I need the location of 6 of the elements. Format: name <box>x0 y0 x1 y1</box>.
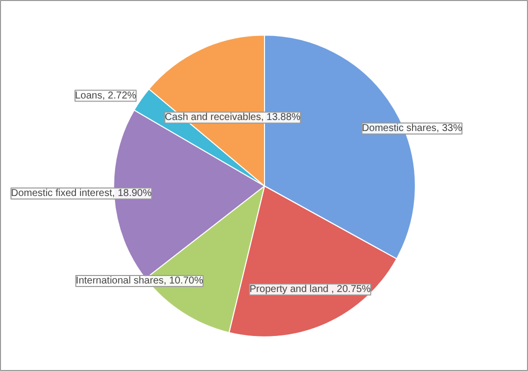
slice-label: Loans, 2.72% <box>74 90 136 102</box>
slice-label: Domestic shares, 33% <box>362 122 462 134</box>
slice-label: International shares, 10.70% <box>76 276 204 287</box>
slice-label: Property and land , 20.75% <box>250 284 371 296</box>
slice-label: Domestic fixed interest, 18.90% <box>10 188 152 200</box>
slice-label: Cash and receivables, 13.88% <box>164 112 301 124</box>
